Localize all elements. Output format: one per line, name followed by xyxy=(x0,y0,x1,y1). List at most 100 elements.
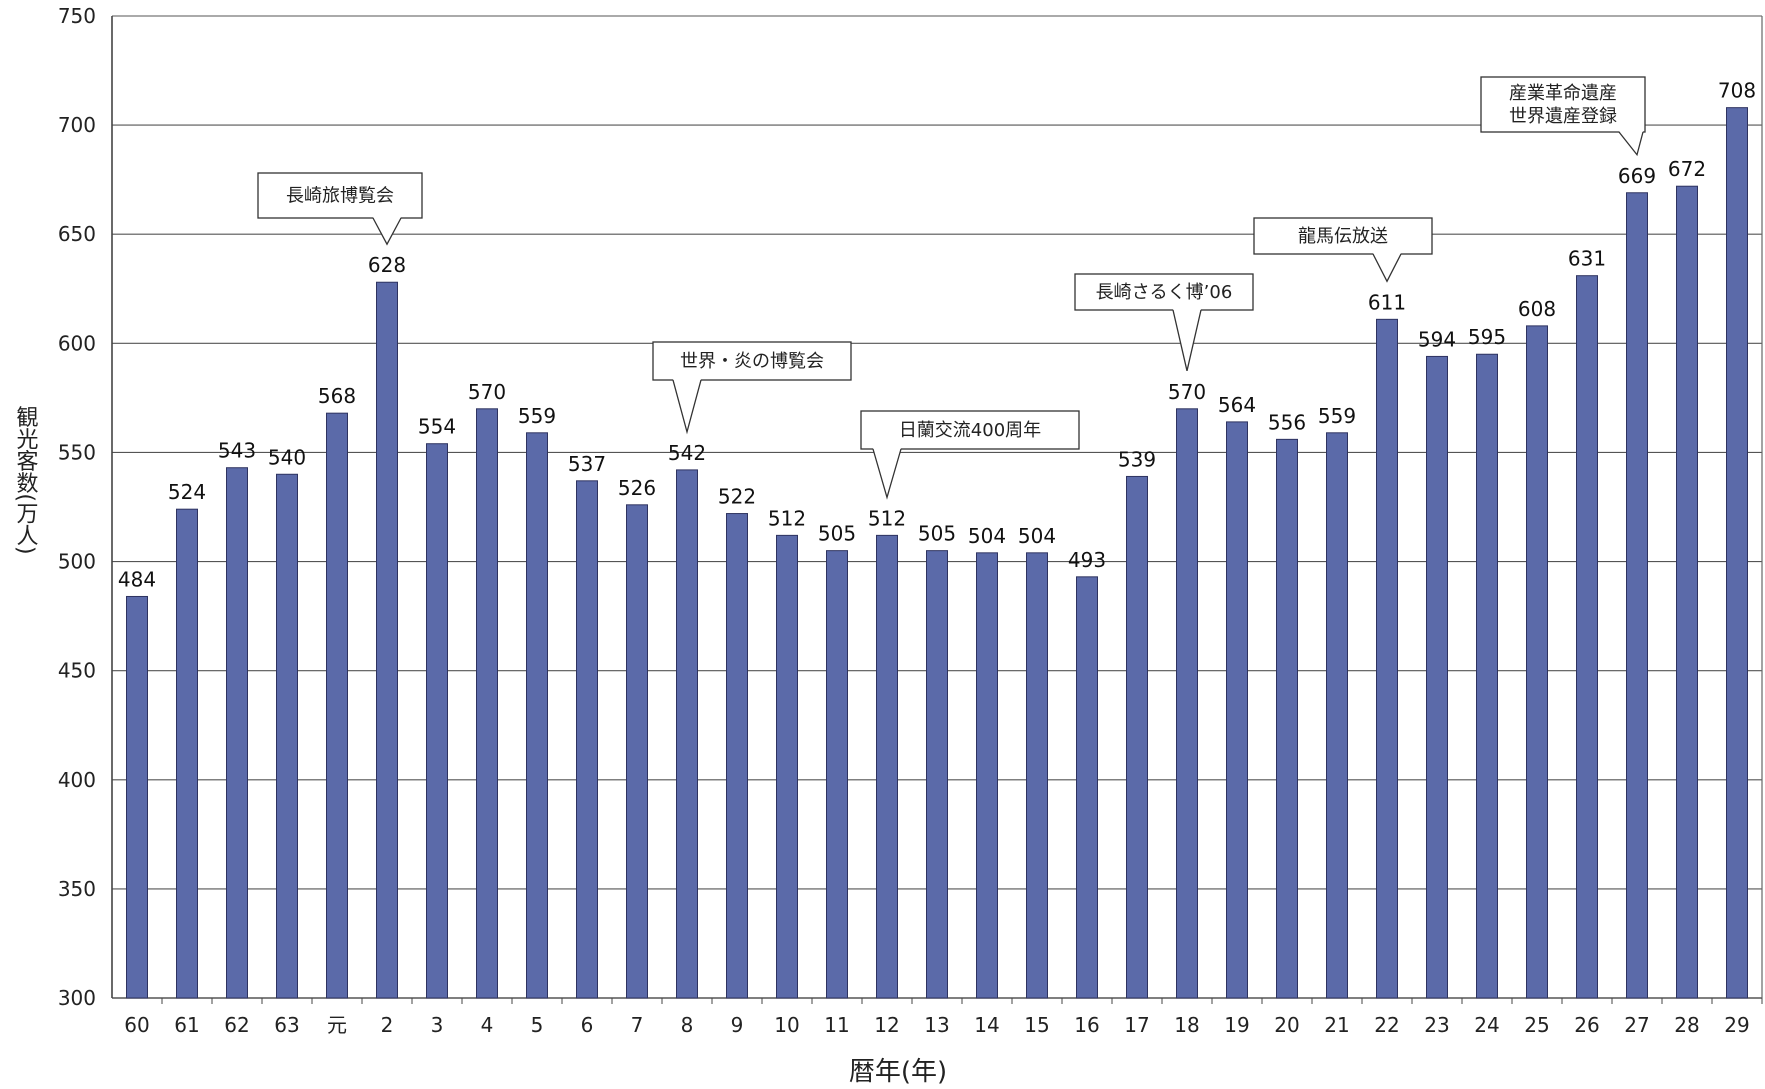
x-tick-label: 2 xyxy=(381,1013,394,1037)
data-label: 537 xyxy=(568,452,606,476)
bar xyxy=(776,534,798,999)
data-label: 504 xyxy=(1018,524,1056,548)
data-label: 539 xyxy=(1118,447,1156,471)
annotation-text: 日蘭交流400周年 xyxy=(899,420,1041,441)
x-tick-label: 12 xyxy=(874,1013,899,1037)
bar xyxy=(1126,475,1148,999)
annotation-text: 長崎さるく博’06 xyxy=(1096,282,1233,303)
bar xyxy=(1376,318,1398,999)
data-label: 493 xyxy=(1068,548,1106,572)
annotation-pointer xyxy=(672,379,702,435)
data-label: 672 xyxy=(1668,157,1706,181)
x-tick-label: 7 xyxy=(631,1013,644,1037)
y-tick-label: 400 xyxy=(58,768,96,792)
x-tick-label: 9 xyxy=(731,1013,744,1037)
data-label: 505 xyxy=(818,522,856,546)
data-labels: 484 524 543 540 568 628 554 570 559 537 526 542 522 5… xyxy=(118,79,1756,592)
x-axis-title: 暦年(年) xyxy=(849,1057,947,1087)
data-label: 543 xyxy=(218,439,256,463)
y-tick-label: 450 xyxy=(58,659,96,683)
data-label: 611 xyxy=(1368,290,1406,314)
data-label: 708 xyxy=(1718,79,1756,103)
x-tick-label: 27 xyxy=(1624,1013,1649,1037)
annotation-pointer xyxy=(1618,131,1644,157)
x-tick-label: 23 xyxy=(1424,1013,1449,1037)
bar xyxy=(1426,355,1448,999)
data-label: 594 xyxy=(1418,327,1456,351)
bar xyxy=(1476,353,1498,999)
annotation-text-line: 世界遺産登録 xyxy=(1509,106,1617,127)
x-tick-label: 21 xyxy=(1324,1013,1349,1037)
annotation-box xyxy=(1480,76,1646,133)
bar xyxy=(476,408,498,999)
y-tick-label: 700 xyxy=(58,113,96,137)
x-tick-label: 4 xyxy=(481,1013,494,1037)
bar xyxy=(1276,438,1298,999)
annotation-pointer xyxy=(872,448,902,500)
data-label: 568 xyxy=(318,384,356,408)
annotation-callout: 日蘭交流400周年 xyxy=(860,410,1080,500)
annotation-pointer-fill xyxy=(1373,253,1401,282)
y-axis-title: 観光客数(万人) xyxy=(13,405,39,554)
data-label: 559 xyxy=(1318,404,1356,428)
bar xyxy=(576,480,598,999)
y-tick-labels: 300 350 400 450 500 550 600 650 700 750 xyxy=(58,4,96,1010)
annotation-text: 産業革命遺産世界遺産登録 xyxy=(1509,83,1617,127)
x-tick-label: 29 xyxy=(1724,1013,1749,1037)
data-label: 512 xyxy=(768,506,806,530)
annotation-callout: 長崎旅博覧会 xyxy=(257,172,423,246)
annotation-text-line: 龍馬伝放送 xyxy=(1298,226,1388,247)
annotation-pointer xyxy=(1172,309,1202,371)
bar xyxy=(426,443,448,999)
data-label: 484 xyxy=(118,567,156,591)
y-tick-label: 550 xyxy=(58,440,96,464)
y-tick-label: 300 xyxy=(58,986,96,1010)
annotation-text-line: 長崎旅博覧会 xyxy=(286,186,394,207)
y-tick-label: 650 xyxy=(58,222,96,246)
x-tick-label: 63 xyxy=(274,1013,299,1037)
annotation-text: 龍馬伝放送 xyxy=(1298,226,1388,247)
annotation-pointer-fill xyxy=(673,379,701,432)
annotation-pointer-fill xyxy=(373,217,401,245)
data-label: 570 xyxy=(1168,380,1206,404)
bar xyxy=(1526,325,1548,999)
x-tick-label: 11 xyxy=(824,1013,849,1037)
x-tick-label: 24 xyxy=(1474,1013,1499,1037)
bars xyxy=(126,107,1748,999)
bar xyxy=(1726,107,1748,999)
x-tick-label: 10 xyxy=(774,1013,799,1037)
bar xyxy=(376,281,398,999)
annotation-pointer-fill xyxy=(873,448,901,498)
data-label: 524 xyxy=(168,480,206,504)
data-label: 522 xyxy=(718,485,756,509)
bar xyxy=(226,467,248,999)
bar xyxy=(1076,576,1098,999)
data-label: 595 xyxy=(1468,325,1506,349)
x-tick-label: 62 xyxy=(224,1013,249,1037)
data-label: 564 xyxy=(1218,393,1256,417)
x-tick-label: 14 xyxy=(974,1013,999,1037)
x-tick-label: 16 xyxy=(1074,1013,1099,1037)
bar xyxy=(276,473,298,999)
x-tick-label: 元 xyxy=(327,1013,347,1037)
x-tick-label: 60 xyxy=(124,1013,149,1037)
data-label: 669 xyxy=(1618,164,1656,188)
y-tick-label: 500 xyxy=(58,550,96,574)
bar xyxy=(326,412,348,999)
bar xyxy=(976,552,998,999)
x-tick-label: 3 xyxy=(431,1013,444,1037)
x-tick-label: 20 xyxy=(1274,1013,1299,1037)
annotation-box xyxy=(652,341,852,381)
data-label: 559 xyxy=(518,404,556,428)
data-label: 505 xyxy=(918,522,956,546)
x-tick-label: 8 xyxy=(681,1013,694,1037)
data-label: 556 xyxy=(1268,410,1306,434)
bar xyxy=(1226,421,1248,999)
y-tick-label: 600 xyxy=(58,331,96,355)
bar xyxy=(676,469,698,999)
x-tick-label: 61 xyxy=(174,1013,199,1037)
x-tick-label: 26 xyxy=(1574,1013,1599,1037)
annotation-callout: 長崎さるく博’06 xyxy=(1074,273,1254,371)
x-tick-label: 15 xyxy=(1024,1013,1049,1037)
